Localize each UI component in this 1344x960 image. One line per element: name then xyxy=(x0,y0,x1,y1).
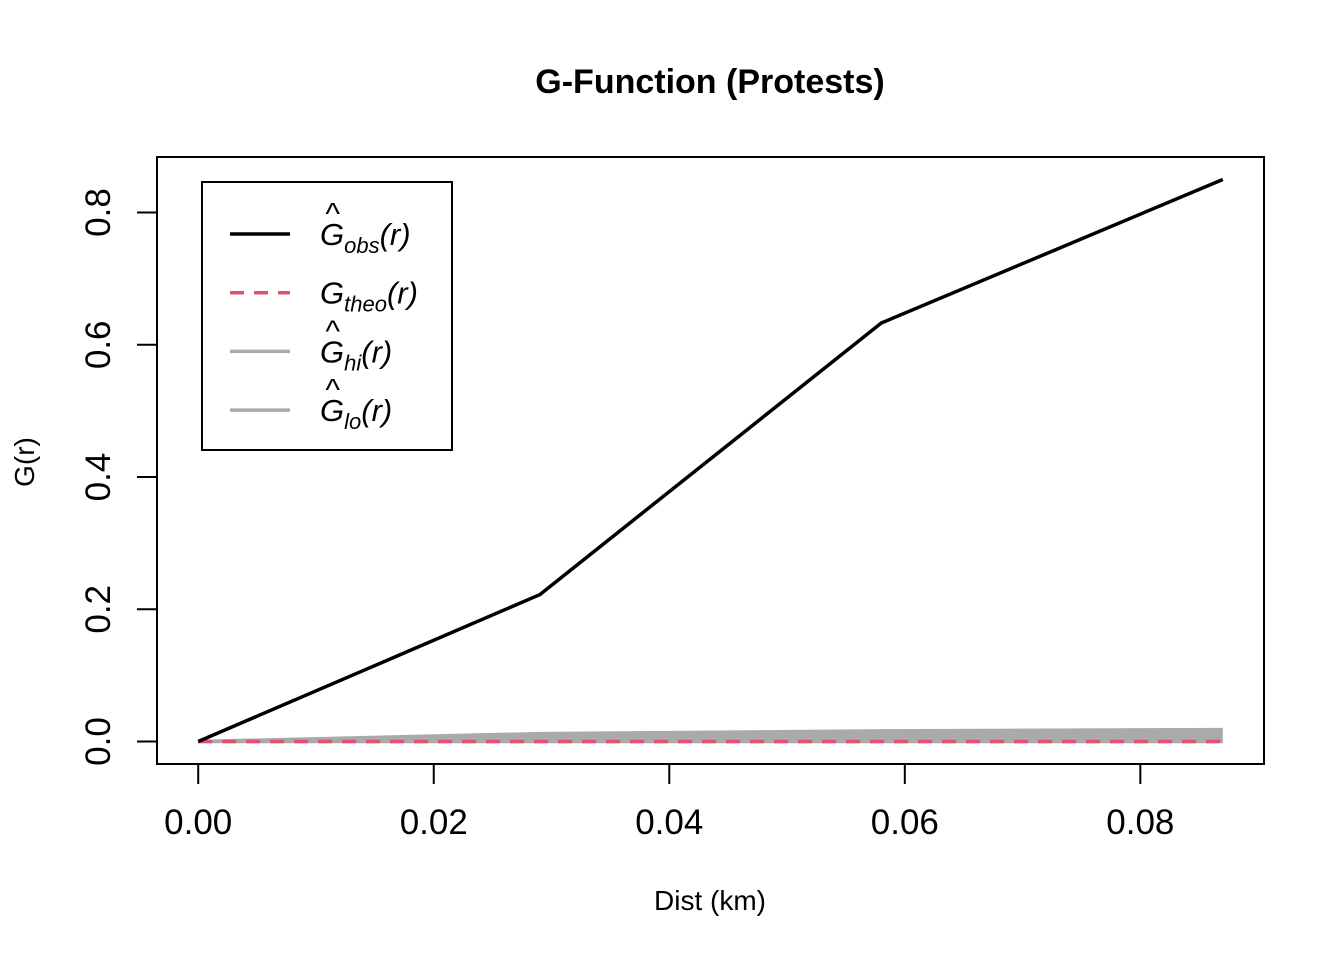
x-axis-title: Dist (km) xyxy=(654,885,766,916)
legend-label: Gobs(r) xyxy=(320,217,411,258)
legend: Gobs(r)^Gtheo(r)Ghi(r)^Glo(r)^ xyxy=(201,181,453,451)
x-tick-label: 0.02 xyxy=(400,803,468,842)
legend-entry-lo: Glo(r)^ xyxy=(320,372,392,434)
axes: 0.00 0.02 0.04 0.06 0.08 0.0 0.2 0.4 0.6 0.8 xyxy=(79,156,1265,842)
x-tick-label: 0.00 xyxy=(164,803,232,842)
legend-box xyxy=(201,181,453,451)
y-tick-label: 0.4 xyxy=(79,453,118,502)
series-line-hi xyxy=(198,727,1223,744)
hat-accent: ^ xyxy=(325,372,340,407)
legend-label: Glo(r) xyxy=(320,393,392,434)
x-tick-label: 0.08 xyxy=(1106,803,1174,842)
chart-title: G-Function (Protests) xyxy=(535,63,884,101)
envelope-band xyxy=(198,729,1223,742)
y-tick-label: 0.8 xyxy=(79,188,118,237)
hat-accent: ^ xyxy=(325,196,340,231)
y-tick-label: 0.6 xyxy=(79,320,118,369)
legend-label: Gtheo(r) xyxy=(320,276,418,317)
series-line-obs xyxy=(197,177,1224,744)
hat-accent: ^ xyxy=(325,313,340,348)
x-tick-label: 0.06 xyxy=(871,803,939,842)
legend-label: Ghi(r) xyxy=(320,334,392,375)
y-axis-title: G(r) xyxy=(9,437,40,487)
legend-entry-theo: Gtheo(r) xyxy=(320,276,418,317)
legend-entry-obs: Gobs(r)^ xyxy=(320,196,411,258)
plot-area xyxy=(197,177,1224,744)
y-tick-label: 0.2 xyxy=(79,585,118,634)
x-tick-label: 0.04 xyxy=(635,803,703,842)
y-tick-label: 0.0 xyxy=(79,717,118,766)
legend-entry-hi: Ghi(r)^ xyxy=(320,313,392,375)
